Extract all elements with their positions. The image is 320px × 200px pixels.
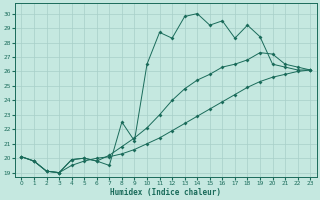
- X-axis label: Humidex (Indice chaleur): Humidex (Indice chaleur): [110, 188, 221, 197]
